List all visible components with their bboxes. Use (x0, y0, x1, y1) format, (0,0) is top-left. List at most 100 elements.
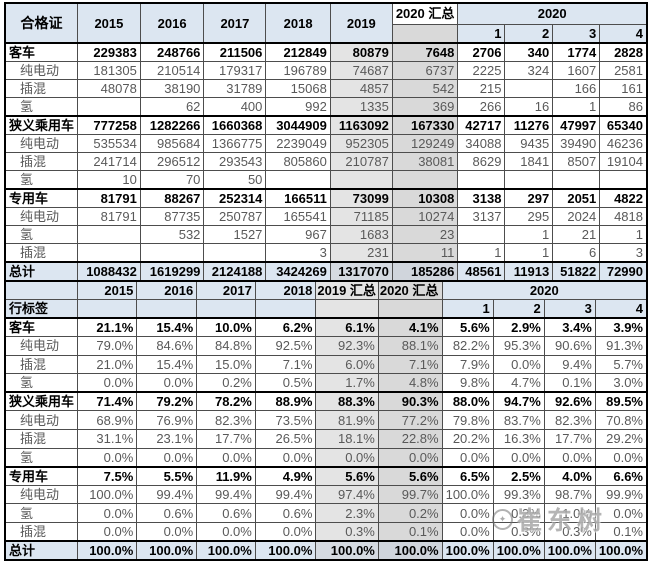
cell: 0.0% (441, 447, 494, 468)
row-label: 插混 (4, 429, 79, 449)
table-corner-label: 合格证 (4, 2, 79, 44)
cell: 6.6% (594, 465, 648, 486)
table-row: 纯电动 79.0% 84.6% 84.8% 92.5% 92.3% 88.1% 82.2% 95… (4, 336, 648, 356)
cell: 1 (457, 243, 506, 263)
cell: 8507 (552, 152, 601, 171)
quarter-header: 2 (504, 23, 554, 44)
cell: 94.7% (492, 391, 545, 412)
cell: 100.0% (77, 484, 138, 505)
quarter-header: 2 (492, 299, 545, 319)
table-row: 狭义乘用车 777258 1282266 1660368 3044909 1163092 1… (4, 115, 648, 135)
table-row: 客车 21.1% 15.4% 10.0% 6.2% 6.1% 4.1% 5.6% 2.9% 3.4… (4, 317, 648, 338)
cell: 48078 (77, 79, 141, 98)
cell: 2239049 (265, 134, 331, 153)
cell: 86 (599, 97, 648, 117)
cell: 3 (599, 243, 648, 263)
cell: 0.1% (543, 373, 596, 393)
cell: 1335 (329, 97, 393, 117)
cell: 296512 (139, 152, 205, 171)
cell: 79.0% (77, 336, 138, 356)
cell (504, 170, 554, 190)
cell: 18.1% (315, 429, 379, 449)
row-label: 插混 (4, 522, 79, 542)
cell: 0.0% (594, 447, 648, 468)
cell: 293543 (203, 152, 267, 171)
cell (552, 170, 601, 190)
table-row: 总计 100.0% 100.0% 100.0% 100.0% 100.0% 100.0% 10… (4, 540, 648, 561)
empty-header-cell (196, 299, 256, 319)
cell: 0.0% (254, 522, 317, 542)
column-header: 2020 汇总 (391, 2, 459, 25)
cell: 542 (391, 79, 459, 98)
cell: 78.2% (196, 391, 256, 412)
cell: 4.9% (254, 465, 317, 486)
cell: 88.1% (377, 336, 443, 356)
cell: 21.1% (77, 317, 138, 338)
cell: 1366775 (203, 134, 267, 153)
cell: 211506 (203, 42, 267, 62)
cell: 17.7% (196, 429, 256, 449)
cell: 1.7% (315, 373, 379, 393)
cell: 1 (504, 225, 554, 244)
cell: 0.6% (196, 503, 256, 524)
cell: 165541 (265, 207, 331, 226)
quarter-header: 3 (543, 299, 596, 319)
cell: 248766 (139, 42, 205, 62)
cell: 98.7% (543, 484, 596, 505)
row-label: 插混 (4, 79, 79, 98)
cell: 167330 (391, 115, 459, 135)
cell: 0.3% (492, 503, 545, 524)
cell: 1841 (504, 152, 554, 171)
cell (77, 243, 141, 263)
cell: 92.5% (254, 336, 317, 356)
cell: 2124188 (203, 261, 267, 282)
row-label: 插混 (4, 354, 79, 375)
cell: 9435 (504, 134, 554, 153)
cell: 210514 (139, 61, 205, 80)
cell: 7.5% (77, 465, 138, 486)
row-label: 纯电动 (4, 336, 79, 356)
table-row: 插混 31.1% 23.1% 17.7% 26.5% 18.1% 22.8% 20.2% 16.… (4, 429, 648, 449)
cell: 15068 (265, 79, 331, 98)
table-row: 纯电动 68.9% 76.9% 82.3% 73.5% 81.9% 77.2% 79.8% 83… (4, 410, 648, 431)
row-label: 纯电动 (4, 134, 79, 153)
cell: 99.4% (254, 484, 317, 505)
cell: 1163092 (329, 115, 393, 135)
cell: 82.2% (441, 336, 494, 356)
table-row: 插混 48078 38190 31789 15068 4857 542 215 166 161 (4, 79, 648, 98)
cell: 23 (391, 225, 459, 244)
cell: 10274 (391, 207, 459, 226)
column-group-header: 2020 (441, 280, 648, 300)
cell: 5.6% (441, 317, 494, 338)
cell: 88.0% (441, 391, 494, 412)
cell: 7648 (391, 42, 459, 62)
cell: 5.5% (136, 465, 198, 486)
column-header: 2017 (196, 280, 256, 300)
cell: 0.0% (77, 522, 138, 542)
row-label: 客车 (4, 42, 79, 62)
cell: 0.2% (196, 373, 256, 393)
cell: 0.5% (254, 373, 317, 393)
cell: 0.1% (377, 522, 443, 542)
cell: 31.1% (77, 429, 138, 449)
empty-header-cell (377, 299, 443, 319)
cell (457, 170, 506, 190)
column-header: 2015 (77, 280, 138, 300)
cell: 99.3% (492, 484, 545, 505)
cell: 4.7% (492, 373, 545, 393)
quarter-header: 3 (552, 23, 601, 44)
cell: 2.9% (492, 317, 545, 338)
cell: 324 (504, 61, 554, 80)
cell (391, 170, 459, 190)
cell: 100.0% (136, 540, 198, 561)
table-row: 纯电动 81791 87735 250787 165541 71185 10274 3137 2… (4, 207, 648, 226)
cell: 21 (552, 225, 601, 244)
cell: 87735 (139, 207, 205, 226)
cell: 266 (457, 97, 506, 117)
cell: 0.6% (136, 503, 198, 524)
cell: 7.1% (377, 354, 443, 375)
cell: 42717 (457, 115, 506, 135)
cell: 83.7% (492, 410, 545, 431)
cell: 3.4% (543, 317, 596, 338)
cell: 0.0% (441, 522, 494, 542)
